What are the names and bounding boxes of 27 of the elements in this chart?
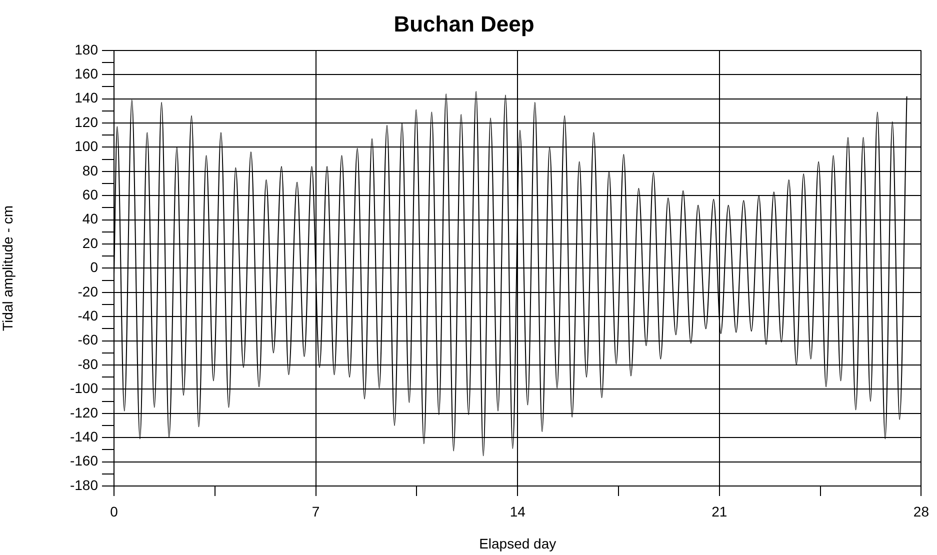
x-tick-label: 7 [312,503,320,520]
x-axis-title: Elapsed day [479,535,556,552]
y-tick-label: -40 [78,307,98,324]
y-tick-label: 180 [74,41,98,58]
x-tick-label: 21 [712,503,728,520]
y-tick-label: 0 [90,259,98,276]
y-tick-label: 20 [82,234,98,251]
y-tick-label: -60 [78,332,98,348]
chart-title: Buchan Deep [394,11,534,36]
y-tick-label: -160 [70,452,98,469]
y-tick-label: -80 [78,356,98,372]
y-tick-label: 40 [82,210,98,227]
y-tick-label: -140 [70,428,98,444]
y-tick-label: -100 [70,380,98,396]
y-tick-label: -180 [70,476,98,493]
y-tick-label: 80 [82,162,98,178]
y-tick-label: 140 [74,90,98,106]
y-axis-title: Tidal amplitude - cm [0,205,16,331]
y-tick-label: -120 [70,404,98,420]
x-tick-label: 14 [510,503,526,520]
y-tick-label: -20 [78,283,98,300]
x-tick-label: 28 [913,503,930,520]
y-tick-label: 120 [74,114,98,130]
y-tick-label: 160 [74,65,98,82]
y-tick-label: 100 [74,138,98,154]
y-tick-label: 60 [82,186,98,202]
x-tick-label: 0 [110,503,118,520]
